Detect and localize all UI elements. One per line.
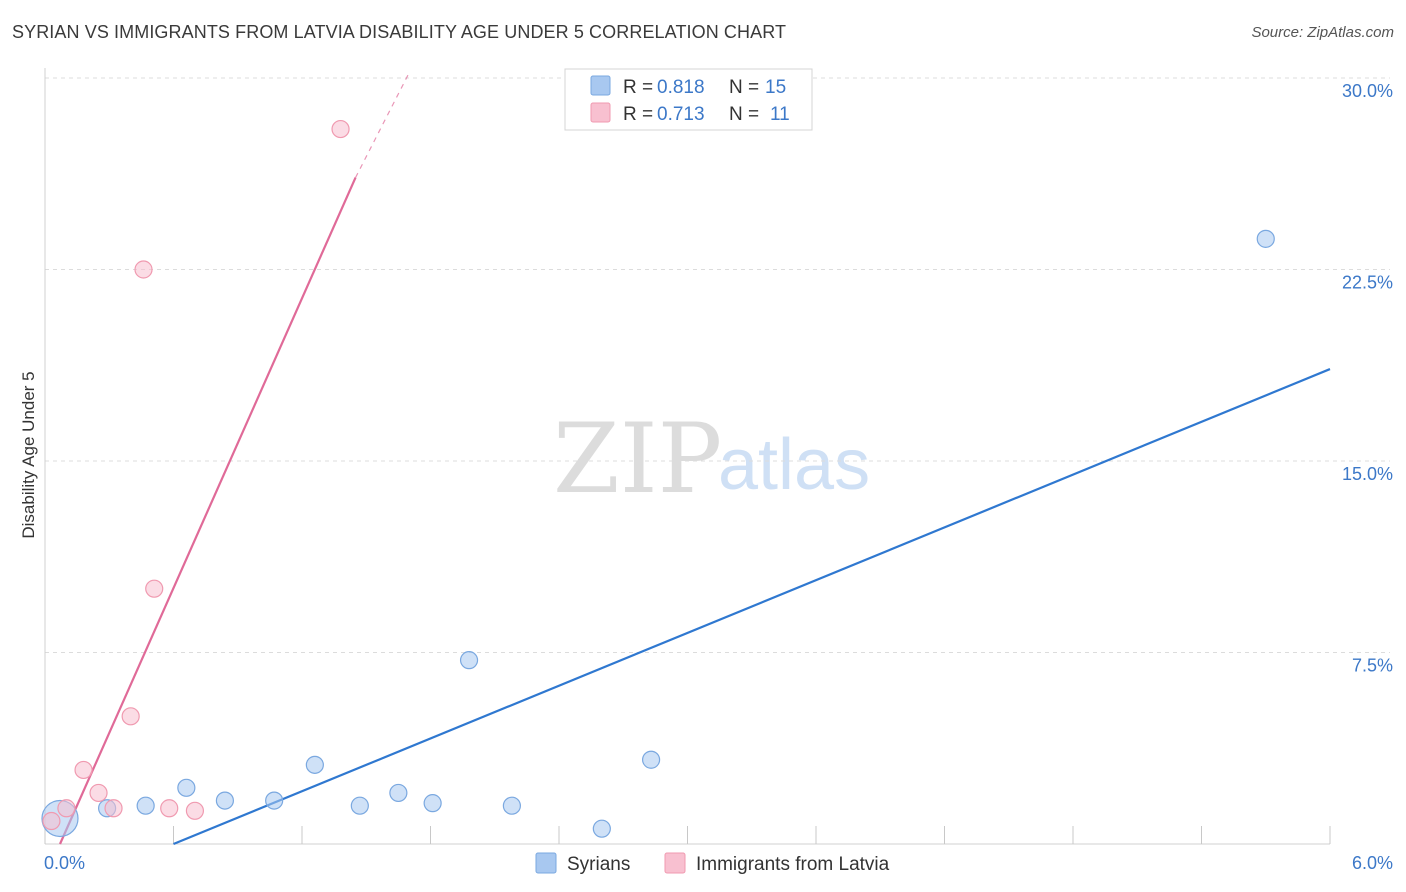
data-point-syrians — [389, 783, 408, 803]
legend-r-value-latvia: 0.713 — [657, 104, 705, 125]
chart-source: Source: ZipAtlas.com — [1251, 24, 1394, 41]
trendlines — [58, 72, 1331, 846]
watermark-atlas: atlas — [718, 425, 870, 505]
data-point-syrians — [502, 796, 521, 815]
data-point-latvia — [134, 260, 153, 279]
data-point-latvia — [185, 801, 205, 820]
legend-n-label-latvia: N = — [729, 104, 759, 125]
series-legend-label-latvia: Immigrants from Latvia — [696, 854, 890, 875]
trendline-latvia — [58, 177, 357, 845]
series-legend: Syrians Immigrants from Latvia — [535, 852, 890, 875]
legend-n-value-syrians: 15 — [765, 77, 786, 98]
y-tick-label: 30.0% — [1342, 81, 1393, 101]
chart-title: SYRIAN VS IMMIGRANTS FROM LATVIA DISABIL… — [12, 22, 787, 42]
legend-r-label-syrians: R = — [623, 77, 653, 98]
series-legend-swatch-latvia — [664, 852, 686, 874]
legend-n-value-latvia: 11 — [770, 104, 790, 125]
x-tick-label-min: 0.0% — [44, 853, 85, 873]
data-point-syrians — [265, 791, 284, 810]
x-tick-labels: 0.0% 6.0% — [44, 853, 1393, 873]
legend-swatch-latvia — [590, 102, 611, 123]
data-points — [41, 119, 1275, 838]
data-point-latvia — [89, 783, 108, 803]
data-point-syrians — [350, 796, 369, 815]
y-tick-label: 22.5% — [1342, 273, 1393, 293]
data-point-latvia — [42, 811, 61, 831]
y-axis-label: Disability Age Under 5 — [19, 371, 38, 538]
legend-swatch-syrians — [590, 75, 611, 96]
trendline-extension-latvia — [355, 72, 410, 178]
y-tick-labels: 7.5% 15.0% 22.5% 30.0% — [1342, 81, 1393, 676]
data-point-latvia — [331, 119, 350, 139]
axes — [44, 68, 1331, 845]
y-tick-label: 15.0% — [1342, 464, 1393, 484]
data-point-syrians — [1256, 229, 1275, 248]
data-point-latvia — [160, 799, 179, 818]
stats-legend: R = 0.818 N = 15 R = 0.713 N = 11 — [564, 68, 813, 131]
data-point-latvia — [145, 579, 164, 598]
legend-r-value-syrians: 0.818 — [657, 77, 705, 98]
data-point-syrians — [592, 819, 611, 838]
data-point-syrians — [305, 755, 324, 774]
watermark-zip: ZIP — [553, 403, 722, 515]
data-point-syrians — [423, 794, 442, 813]
x-tick-label-max: 6.0% — [1352, 853, 1393, 873]
data-point-latvia — [121, 707, 140, 726]
data-point-latvia — [74, 760, 93, 780]
watermark: ZIP atlas — [553, 403, 870, 515]
y-tick-label: 7.5% — [1352, 656, 1393, 676]
data-point-syrians — [641, 750, 661, 769]
legend-n-label-syrians: N = — [729, 77, 759, 98]
data-point-latvia — [104, 799, 123, 818]
series-legend-swatch-syrians — [535, 852, 557, 874]
data-point-syrians — [459, 651, 479, 670]
data-point-syrians — [136, 796, 155, 815]
data-point-latvia — [57, 799, 76, 818]
data-point-syrians — [177, 778, 196, 797]
data-point-syrians — [215, 791, 234, 810]
grid — [45, 77, 1390, 653]
series-legend-label-syrians: Syrians — [567, 854, 630, 875]
legend-r-label-latvia: R = — [623, 104, 653, 125]
trendline-syrians — [173, 368, 1331, 846]
